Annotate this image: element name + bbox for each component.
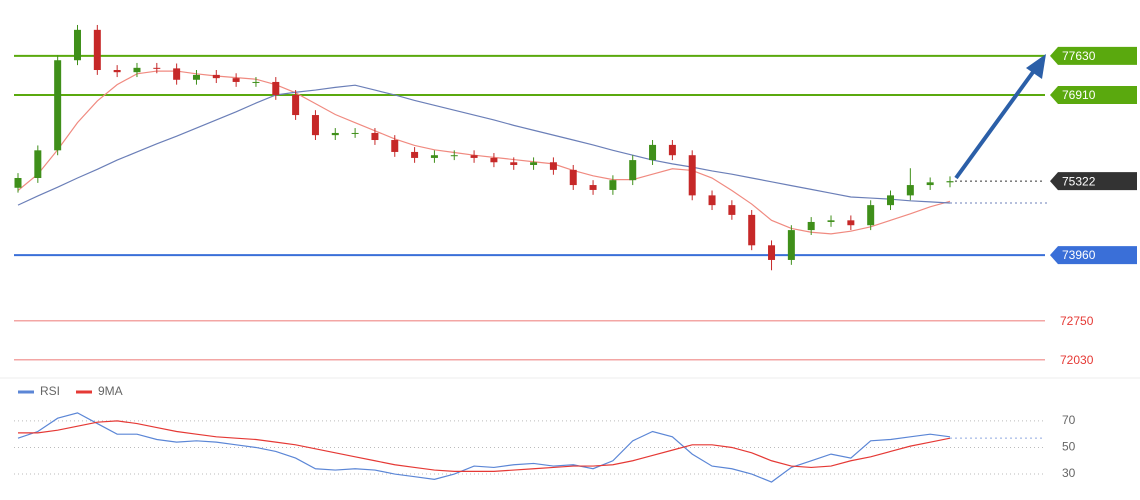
level-label-box xyxy=(1050,172,1137,191)
candle-body xyxy=(232,78,240,82)
candle-body xyxy=(887,195,895,206)
candle-body xyxy=(450,155,458,157)
candle-body xyxy=(430,155,438,158)
candle-body xyxy=(311,115,319,136)
level-label-box xyxy=(1050,85,1137,104)
y-tick-label: 70 xyxy=(1062,413,1076,427)
candle-body xyxy=(14,178,22,188)
candle-body xyxy=(748,214,756,246)
candle-body xyxy=(113,70,121,73)
rsi-line xyxy=(18,420,951,472)
candle-body xyxy=(708,195,716,206)
candle-body xyxy=(73,29,81,61)
candle-body xyxy=(867,205,875,226)
price-panel: 77630 76910 75322 73960 72750 72030 xyxy=(14,24,1137,367)
candle-body xyxy=(906,185,914,196)
y-tick-label: 50 xyxy=(1062,440,1076,454)
candle-body xyxy=(649,144,657,161)
candle-body xyxy=(946,181,954,183)
candle-body xyxy=(470,155,478,158)
y-tick-label: 30 xyxy=(1062,466,1076,480)
candle-body xyxy=(807,221,815,231)
candle-body xyxy=(530,162,538,165)
level-label: 73960 xyxy=(1062,248,1096,262)
level-label: 76910 xyxy=(1062,88,1096,102)
moving-average xyxy=(17,84,951,206)
candle-body xyxy=(589,185,597,190)
candle-body xyxy=(173,68,181,80)
candle-body xyxy=(153,67,161,69)
candle-body xyxy=(272,81,280,95)
candle-body xyxy=(490,157,498,163)
candle-body xyxy=(629,160,637,181)
level-label: 77630 xyxy=(1062,49,1096,63)
candle-body xyxy=(768,245,776,260)
candle-body xyxy=(54,60,62,151)
level-label: 72750 xyxy=(1060,314,1094,328)
candle-body xyxy=(728,205,736,215)
level-label: 72030 xyxy=(1060,353,1094,367)
candle-body xyxy=(569,169,577,186)
candle-body xyxy=(391,140,399,152)
candle-body xyxy=(787,230,795,260)
forecast-arrow xyxy=(954,54,1046,180)
candle-body xyxy=(926,182,934,186)
candle-body xyxy=(411,151,419,158)
candle-body xyxy=(192,74,200,80)
candle-body xyxy=(34,150,42,179)
candle-body xyxy=(351,132,359,134)
candle-body xyxy=(93,29,101,71)
candle-body xyxy=(847,220,855,226)
legend-label: RSI xyxy=(40,384,60,398)
candle-body xyxy=(827,220,835,222)
candle-body xyxy=(668,144,676,156)
candle-body xyxy=(609,180,617,190)
candle-body xyxy=(252,81,260,83)
candle-body xyxy=(292,94,300,116)
level-label-box xyxy=(1050,46,1137,65)
rsi-panel: 70 50 30 RSI 9MA xyxy=(14,384,1076,483)
level-label: 75322 xyxy=(1062,174,1096,188)
candle-body xyxy=(133,67,141,73)
candle-body xyxy=(212,74,220,79)
candle-body xyxy=(371,132,379,141)
candle-body xyxy=(331,132,339,136)
legend-label: 9MA xyxy=(98,384,123,398)
candle-body xyxy=(549,162,557,170)
level-label-box xyxy=(1050,246,1137,265)
candle-body xyxy=(510,162,518,165)
candle-body xyxy=(688,155,696,196)
